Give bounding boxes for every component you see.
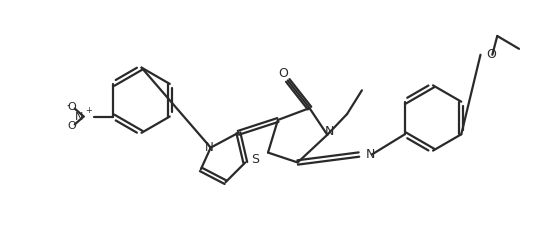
Text: N: N	[324, 125, 334, 138]
Text: O: O	[67, 102, 76, 112]
Text: O: O	[67, 121, 76, 131]
Text: S: S	[251, 153, 259, 166]
Text: N: N	[366, 148, 375, 161]
Text: N: N	[206, 141, 214, 154]
Text: -: -	[66, 100, 69, 110]
Text: O: O	[278, 67, 288, 80]
Text: +: +	[85, 106, 92, 115]
Text: O: O	[486, 48, 496, 61]
Text: N: N	[75, 112, 83, 121]
